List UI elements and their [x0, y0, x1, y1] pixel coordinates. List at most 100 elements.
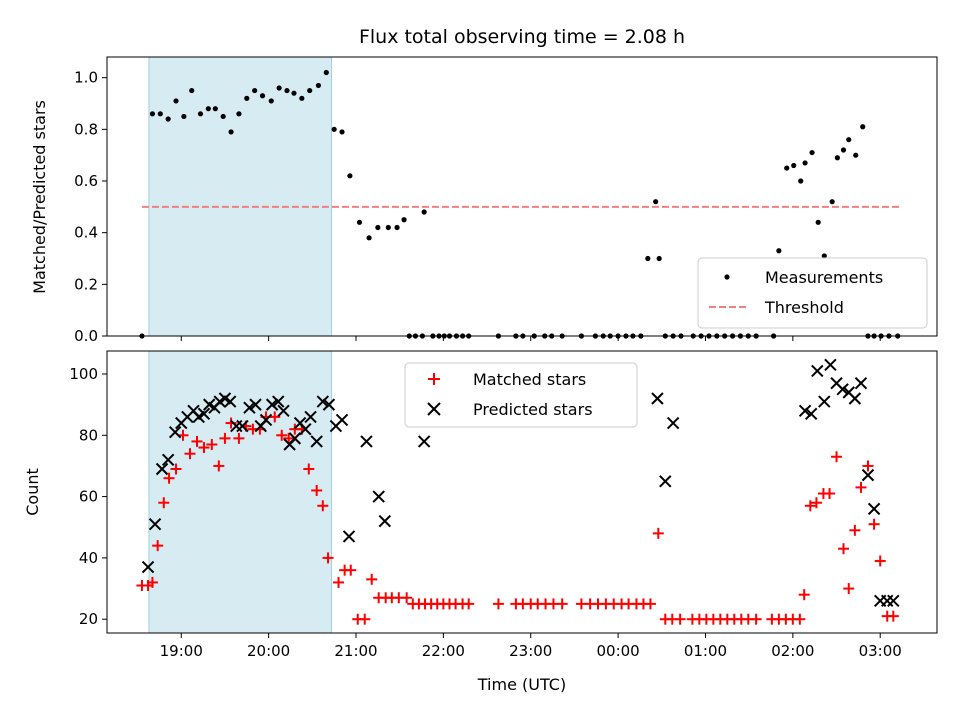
- predicted-star-point: [378, 514, 392, 528]
- measurement-point: [784, 165, 790, 171]
- predicted-star-point: [265, 398, 279, 411]
- bottom-y-tick-label-4: 100: [69, 365, 98, 383]
- predicted-star-point: [141, 560, 155, 574]
- measurement-point: [165, 116, 171, 122]
- chart-title: Flux total observing time = 2.08 h: [359, 26, 685, 48]
- matched-star-point: [233, 432, 245, 444]
- measurement-point: [815, 219, 821, 225]
- matched-star-point: [213, 460, 225, 472]
- legend-matched-label: Matched stars: [473, 370, 586, 389]
- measurement-point: [197, 111, 204, 117]
- top-x-ticks: [180, 336, 881, 341]
- bottom-y-tick-label-3: 80: [79, 426, 98, 444]
- matched-star-point: [333, 576, 345, 588]
- legend-predicted-marker: [427, 402, 441, 416]
- matched-star-point: [843, 583, 855, 595]
- predicted-star-point: [342, 530, 356, 543]
- predicted-star-point: [288, 432, 302, 445]
- measurement-point: [339, 129, 345, 135]
- predicted-star-point: [824, 358, 837, 372]
- measurement-point: [181, 113, 187, 120]
- matched-star-point: [283, 432, 295, 444]
- matched-star-point: [359, 613, 371, 625]
- matched-star-point: [345, 564, 357, 576]
- measurement-point: [331, 126, 337, 132]
- predicted-star-point: [836, 383, 849, 396]
- matched-star-point: [163, 472, 175, 484]
- measurement-point: [291, 90, 297, 96]
- predicted-star-point: [322, 398, 336, 411]
- bottom-highlight-rect: [148, 350, 333, 634]
- measurement-point: [421, 209, 427, 215]
- top-y-tick-label-4: 0.8: [74, 120, 98, 138]
- predicted-star-point: [197, 407, 211, 421]
- matched-star-point: [191, 435, 203, 447]
- matched-star-point: [887, 610, 899, 622]
- matched-star-point: [146, 576, 158, 588]
- matched-star-point: [311, 484, 323, 496]
- predicted-star-point: [335, 413, 349, 427]
- x-axis-label: Time (UTC): [477, 675, 566, 694]
- matched-star-point: [152, 540, 164, 552]
- measurement-point: [821, 253, 827, 259]
- matched-star-point: [206, 438, 218, 450]
- top-axes-frame: [106, 56, 938, 337]
- bottom-panel: 20 40 60 80 100 19:00 20:00 21:00 22:00 23:00 00:…: [23, 350, 938, 694]
- matched-star-point: [849, 524, 861, 536]
- matched-star-point: [269, 411, 281, 423]
- measurement-point: [284, 87, 290, 94]
- measurement-point: [347, 173, 353, 179]
- predicted-star-point: [659, 475, 672, 488]
- measurement-point: [853, 152, 859, 158]
- predicted-star-point: [372, 490, 385, 503]
- bottom-y-tick-label-0: 20: [79, 610, 98, 628]
- x-tick-label-0: 19:00: [160, 642, 203, 660]
- bottom-y-axis-label: Count: [23, 468, 42, 516]
- bottom-axes-frame: [106, 350, 938, 634]
- legend-measurements-label: Measurements: [765, 268, 883, 287]
- measurement-point: [228, 129, 234, 135]
- predicted-star-point: [148, 517, 162, 531]
- measurement-point: [173, 98, 179, 104]
- matched-star-point: [810, 497, 822, 509]
- matched-star-point: [317, 500, 329, 512]
- x-tick-label-3: 22:00: [422, 642, 465, 660]
- matched-star-point: [874, 555, 886, 567]
- measurement-point: [212, 106, 218, 112]
- matched-star-point: [366, 573, 378, 585]
- matched-star-point: [838, 543, 850, 555]
- top-y-tick-label-0: 0.0: [74, 327, 98, 345]
- x-tick-label-8: 03:00: [859, 642, 902, 660]
- x-tick-label-1: 20:00: [247, 642, 290, 660]
- top-legend: Measurements Threshold: [697, 257, 928, 329]
- measurement-point: [307, 87, 313, 94]
- measurement-point: [653, 199, 659, 205]
- matched-star-point: [463, 598, 475, 610]
- measurement-point: [385, 224, 391, 231]
- predicted-star-point: [804, 407, 818, 421]
- predicted-star-point: [798, 404, 812, 417]
- measurement-point: [149, 111, 156, 117]
- top-legend-box: [697, 257, 928, 329]
- matched-star-point: [184, 448, 196, 460]
- measurement-point: [299, 95, 305, 101]
- measurement-point: [276, 85, 282, 91]
- bottom-y-tick-label-1: 40: [79, 549, 98, 567]
- predicted-star-point: [249, 398, 262, 411]
- matched-star-point: [794, 613, 806, 625]
- matched-star-point: [198, 442, 210, 454]
- predicted-star-point: [236, 419, 249, 433]
- measurement-point: [236, 111, 242, 117]
- measurements-points: [139, 69, 901, 339]
- top-highlight-span: [148, 56, 333, 337]
- measurement-point: [356, 219, 363, 225]
- matched-star-point: [750, 613, 762, 625]
- measurement-point: [840, 147, 847, 153]
- predicted-star-point: [155, 462, 169, 476]
- bottom-y-tick-label-2: 60: [79, 488, 98, 506]
- measurement-point: [645, 255, 651, 262]
- measurement-point: [829, 199, 835, 205]
- predicted-star-point: [223, 395, 237, 408]
- predicted-star-point: [310, 435, 323, 448]
- matched-star-point: [868, 518, 880, 530]
